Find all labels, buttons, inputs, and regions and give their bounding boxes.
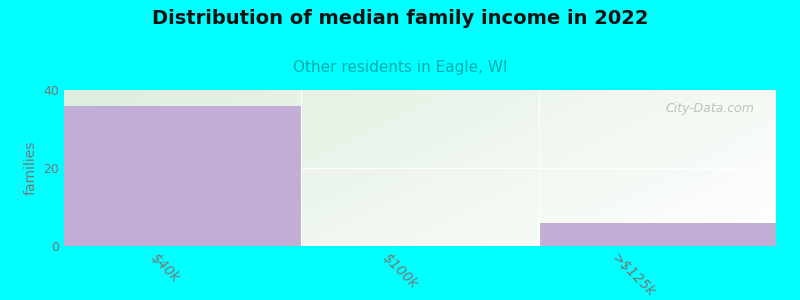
Bar: [64, 106, 302, 246]
Text: City-Data.com: City-Data.com: [666, 103, 754, 116]
Text: Distribution of median family income in 2022: Distribution of median family income in …: [152, 9, 648, 28]
Text: Other residents in Eagle, WI: Other residents in Eagle, WI: [293, 60, 507, 75]
Y-axis label: families: families: [24, 141, 38, 195]
Bar: [538, 223, 776, 246]
